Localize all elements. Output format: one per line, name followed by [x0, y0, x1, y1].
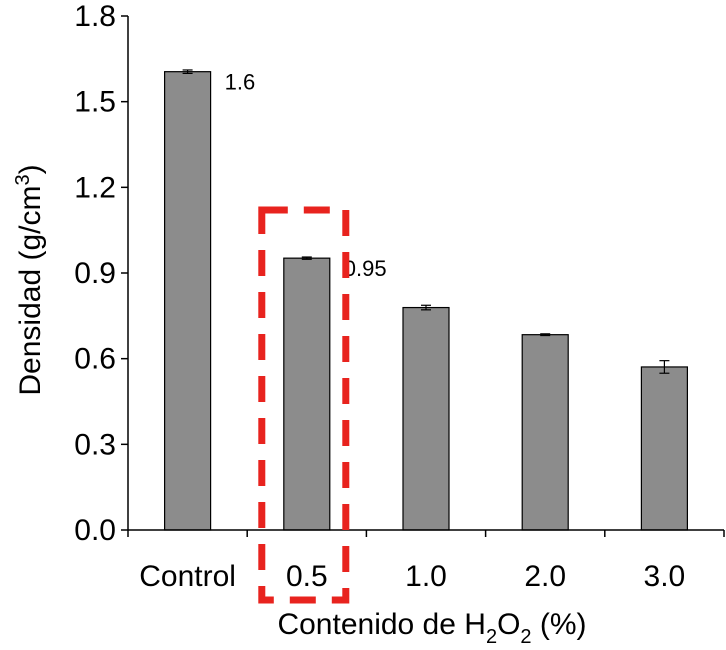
x-tick-label: 1.0	[405, 560, 447, 593]
bar-2	[402, 306, 450, 531]
bar-3	[521, 334, 569, 531]
y-tick-label: 0.6	[74, 343, 116, 376]
data-label: 1.6	[225, 70, 256, 95]
bars-group	[164, 71, 689, 531]
bar-4	[640, 366, 689, 531]
data-label: 0.95	[344, 256, 387, 281]
bar-1	[283, 257, 331, 531]
x-axis-title: Contenido de H2O2 (%)	[277, 608, 586, 648]
y-tick-label: 0.9	[74, 257, 116, 290]
bar-0	[164, 71, 212, 531]
highlight-box	[258, 206, 350, 604]
x-axis-title-sub2: 2	[520, 626, 531, 648]
x-axis-title-c: (%)	[532, 608, 587, 641]
x-axis-title-a: Contenido de H	[277, 608, 485, 641]
error-bars-group	[182, 69, 670, 374]
y-axis-title-sup: 3	[12, 174, 34, 185]
x-tick-label: 0.5	[286, 560, 328, 593]
x-axis-ticks: Control 0.5 1.0 2.0 3.0	[127, 530, 725, 593]
y-tick-label: 0.3	[74, 428, 116, 461]
x-tick-label: 2.0	[524, 560, 566, 593]
x-axis-title-sub1: 2	[486, 626, 497, 648]
x-tick-label: 3.0	[644, 560, 686, 593]
y-axis-title-main: Densidad (g/cm	[14, 186, 47, 396]
y-axis-ticks: 0.0 0.3 0.6 0.9 1.2 1.5 1.8	[74, 0, 128, 547]
data-labels-group: 1.6 0.95	[225, 70, 387, 281]
y-tick-label: 0.0	[74, 514, 116, 547]
y-axis-title-end: )	[14, 164, 47, 174]
x-axis-title-b: O	[497, 608, 520, 641]
x-tick-label: Control	[139, 560, 236, 593]
y-tick-label: 1.2	[74, 171, 116, 204]
y-tick-label: 1.5	[74, 86, 116, 119]
y-axis-title: Densidad (g/cm3)	[12, 164, 47, 395]
y-tick-label: 1.8	[74, 0, 116, 33]
